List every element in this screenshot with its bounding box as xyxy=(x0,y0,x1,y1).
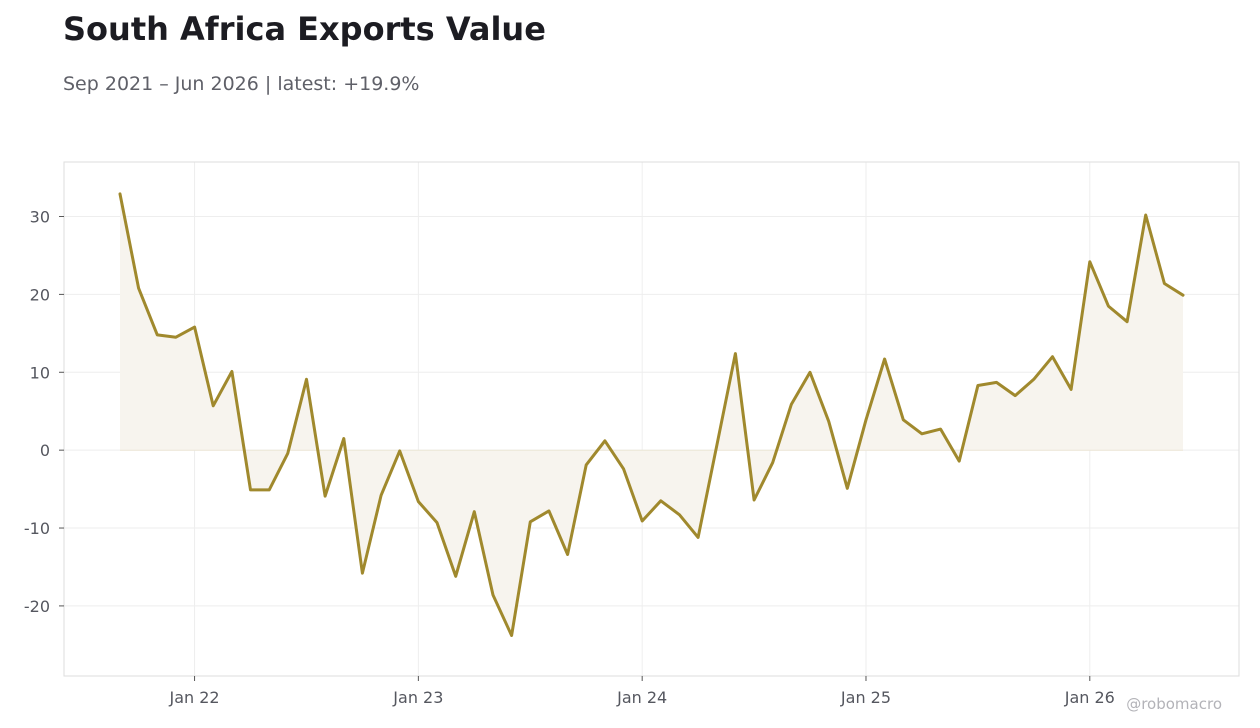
x-tick-label: Jan 24 xyxy=(616,688,667,707)
y-axis: -20 -10 0 10 20 30 xyxy=(24,208,64,616)
y-tick-label: -10 xyxy=(24,519,50,538)
y-tick-label: -20 xyxy=(24,597,50,616)
y-tick-label: 20 xyxy=(30,285,50,304)
series-line xyxy=(118,192,1185,637)
chart-subtitle: Sep 2021 – Jun 2026 | latest: +19.9% xyxy=(63,73,420,95)
x-tick-label: Jan 22 xyxy=(169,688,220,707)
x-axis: Jan 22 Jan 23 Jan 24 Jan 25 Jan 26 xyxy=(169,676,1115,707)
x-tick-label: Jan 23 xyxy=(392,688,443,707)
chart-title: South Africa Exports Value xyxy=(63,10,546,48)
y-tick-label: 30 xyxy=(30,208,50,227)
area-fill xyxy=(120,193,1183,636)
plot-frame xyxy=(63,161,1240,677)
y-tick-label: 0 xyxy=(40,441,50,460)
watermark: @robomacro xyxy=(1126,695,1222,713)
y-tick-label: 10 xyxy=(30,363,50,382)
x-tick-label: Jan 25 xyxy=(840,688,891,707)
x-tick-label: Jan 26 xyxy=(1064,688,1115,707)
